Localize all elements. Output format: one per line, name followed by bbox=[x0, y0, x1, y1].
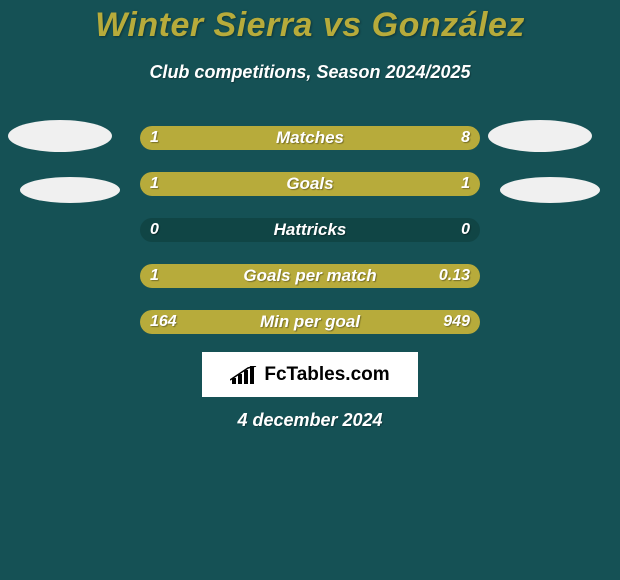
stat-row: 11Goals bbox=[140, 172, 480, 196]
stat-label: Goals bbox=[140, 172, 480, 196]
stat-label: Min per goal bbox=[140, 310, 480, 334]
brand-text: FcTables.com bbox=[264, 364, 389, 386]
avatar-ellipse bbox=[488, 120, 592, 152]
date-label: 4 december 2024 bbox=[0, 410, 620, 431]
avatar-ellipse bbox=[8, 120, 112, 152]
stat-row: 10.13Goals per match bbox=[140, 264, 480, 288]
avatar-ellipse bbox=[500, 177, 600, 203]
page-title: Winter Sierra vs González bbox=[0, 6, 620, 45]
stat-row: 18Matches bbox=[140, 126, 480, 150]
stat-row: 164949Min per goal bbox=[140, 310, 480, 334]
stat-label: Goals per match bbox=[140, 264, 480, 288]
stat-label: Matches bbox=[140, 126, 480, 150]
bar-chart-icon bbox=[230, 366, 258, 384]
brand-badge: FcTables.com bbox=[202, 352, 418, 397]
avatar-ellipse bbox=[20, 177, 120, 203]
page-subtitle: Club competitions, Season 2024/2025 bbox=[0, 62, 620, 83]
comparison-canvas: Winter Sierra vs González Club competiti… bbox=[0, 0, 620, 580]
stat-label: Hattricks bbox=[140, 218, 480, 242]
stat-rows: 18Matches 11Goals 00Hattricks 10.13Goals pe… bbox=[140, 126, 480, 356]
stat-row: 00Hattricks bbox=[140, 218, 480, 242]
